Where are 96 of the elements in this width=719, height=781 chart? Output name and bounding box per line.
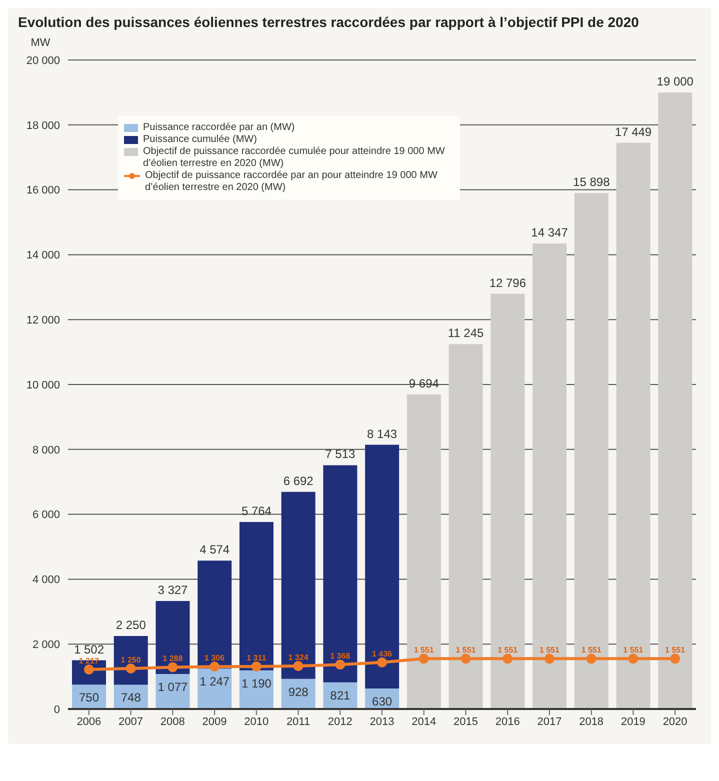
y-tick-label: 14 000 <box>26 250 60 262</box>
bar <box>365 444 400 689</box>
data-label: 821 <box>330 688 351 702</box>
point <box>586 654 596 664</box>
x-tick-label: 2014 <box>412 716 436 728</box>
bar <box>574 193 608 709</box>
total-label: 1 502 <box>74 642 104 656</box>
data-label: 1 306 <box>204 654 226 663</box>
y-tick-label: 6 000 <box>32 509 60 522</box>
x-tick-label: 2013 <box>370 716 394 728</box>
x-tick-label: 2006 <box>76 716 102 728</box>
point <box>502 654 513 664</box>
x-tick-label: 2016 <box>495 716 520 728</box>
bar <box>323 465 358 682</box>
bar <box>658 92 692 709</box>
x-tick-label: 2017 <box>537 716 562 728</box>
point <box>377 657 387 668</box>
total-label: 14 347 <box>531 225 568 240</box>
x-tick-label: 2015 <box>453 716 478 728</box>
y-tick-label: 8 000 <box>32 444 60 456</box>
y-axis-title: MW <box>30 37 51 49</box>
data-label: 1 324 <box>288 653 309 662</box>
data-label: 1 250 <box>120 655 142 664</box>
y-tick-label: 16 000 <box>26 184 60 197</box>
legend-label: Puissance cumulée (MW) <box>143 134 257 146</box>
bar <box>616 142 650 709</box>
bar <box>532 243 567 709</box>
x-tick-label: 2010 <box>244 716 269 728</box>
bar <box>406 394 441 709</box>
data-label: 630 <box>372 694 392 709</box>
data-label: 1 551 <box>581 646 602 655</box>
x-tick-label: 2011 <box>286 716 310 728</box>
y-tick-label: 0 <box>54 704 60 716</box>
data-label: 1 288 <box>162 654 184 664</box>
data-label: 1 247 <box>200 674 230 689</box>
point <box>251 661 262 672</box>
data-label: 1 551 <box>456 646 476 655</box>
total-label: 12 796 <box>489 276 526 290</box>
legend-label: Objectif de puissance raccordée cumulée pour atteindre 19 000 MW d’éolien terrestre en 2020 (MW) <box>143 146 446 170</box>
data-label: 1 190 <box>241 676 272 690</box>
bar <box>490 294 525 709</box>
chart-title: Evolution des puissances éoliennes terrestres raccordées par rapport à l’objectif PPI de 2020 <box>17 13 640 32</box>
x-tick-label: 2019 <box>620 716 646 728</box>
data-label: 1 551 <box>665 646 686 655</box>
total-label: 3 327 <box>158 583 188 598</box>
point <box>126 663 136 674</box>
bar <box>281 492 316 679</box>
data-label: 1 436 <box>372 649 393 658</box>
total-label: 7 513 <box>325 447 356 462</box>
legend-label: Objectif de puissance raccordée par an pour atteindre 19 000 MW d’éolien terrestre en 2020 (MW) <box>145 170 438 194</box>
point <box>293 661 304 672</box>
data-label: 1 551 <box>498 646 518 655</box>
data-label: 1 368 <box>330 652 351 661</box>
total-label: 17 449 <box>614 124 652 139</box>
total-label: 2 250 <box>116 618 146 632</box>
x-tick-label: 2007 <box>118 716 144 728</box>
data-label: 928 <box>288 684 309 699</box>
total-label: 15 898 <box>573 175 610 190</box>
data-label: 1 077 <box>158 680 188 694</box>
total-label: 8 143 <box>367 426 398 441</box>
data-label: 1 551 <box>623 646 644 655</box>
data-label: 1 551 <box>539 646 560 655</box>
legend-label: Puissance raccordée par an (MW) <box>143 122 295 134</box>
point <box>335 660 346 670</box>
y-tick-label: 20 000 <box>26 54 60 67</box>
total-label: 19 000 <box>656 74 694 88</box>
point <box>628 654 638 664</box>
x-tick-label: 2012 <box>328 716 352 728</box>
y-tick-label: 2 000 <box>32 639 60 652</box>
bar <box>239 522 274 670</box>
total-label: 6 692 <box>283 474 314 488</box>
x-tick-label: 2018 <box>579 716 604 728</box>
point <box>210 662 220 672</box>
bar <box>198 560 232 669</box>
bar <box>156 674 190 709</box>
data-label: 748 <box>120 690 142 705</box>
point <box>168 662 178 672</box>
point <box>544 654 554 664</box>
point <box>670 654 680 664</box>
data-label: 1 311 <box>246 653 267 662</box>
point <box>460 654 471 664</box>
x-tick-label: 2020 <box>662 716 688 728</box>
total-label: 11 245 <box>448 326 484 340</box>
x-tick-label: 2009 <box>202 716 227 728</box>
y-tick-label: 12 000 <box>26 314 60 327</box>
y-tick-label: 18 000 <box>26 120 60 132</box>
point <box>418 654 429 664</box>
y-tick-label: 4 000 <box>32 574 60 586</box>
data-label: 750 <box>78 690 100 705</box>
bar <box>156 601 190 674</box>
y-tick-label: 10 000 <box>26 379 60 392</box>
x-tick-label: 2008 <box>160 716 185 728</box>
data-label: 1 551 <box>414 646 434 655</box>
bar <box>114 636 148 685</box>
total-label: 4 574 <box>200 542 230 557</box>
bar <box>448 344 483 709</box>
